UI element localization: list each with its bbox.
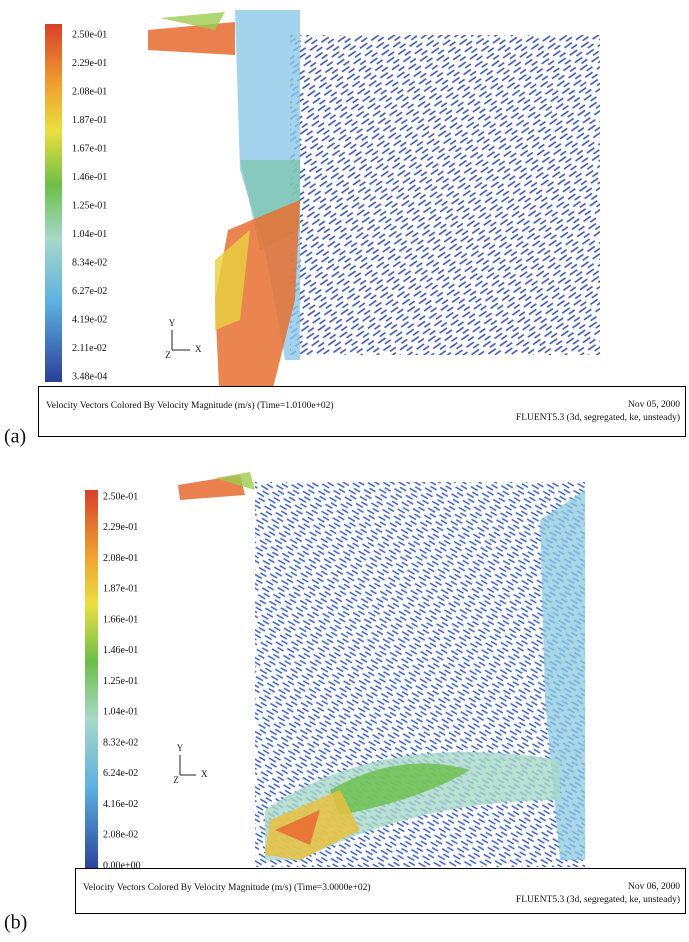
panel-tag: (a) [4,426,26,448]
vector-field-a [148,10,600,410]
date: Nov 05, 2000 [628,400,680,410]
colorbar-label: 8.34e-02 [72,257,107,268]
axis-label: Y [169,318,176,328]
solver: FLUENT5.3 (3d, segregated, ke, unsteady) [516,894,680,905]
colorbar [45,24,62,382]
colorbar-label: 1.87e-01 [72,115,107,126]
colorbar-label: 1.04e-01 [103,707,138,718]
colorbar-label: 1.46e-01 [103,645,138,656]
caption-box [38,386,686,437]
colorbar-label: 6.27e-02 [72,286,107,297]
colorbar-label: 2.11e-02 [72,343,107,354]
colorbar-label: 2.08e-02 [103,830,138,841]
colorbar-label: 1.67e-01 [72,143,107,154]
caption: Velocity Vectors Colored By Velocity Mag… [46,400,334,411]
colorbar-label: 2.08e-01 [72,86,107,97]
colorbar [85,490,98,872]
axis-label: X [195,344,202,354]
colorbar-label: 1.66e-01 [103,614,138,625]
vector-field-b [178,472,585,867]
colorbar-label: 4.19e-02 [72,314,107,325]
colorbar-label: 0.00e+00 [103,860,141,871]
colorbar-label: 1.25e-01 [72,200,107,211]
caption: Velocity Vectors Colored By Velocity Mag… [83,882,371,893]
date: Nov 06, 2000 [628,882,680,892]
solver: FLUENT5.3 (3d, segregated, ke, unsteady) [516,412,680,423]
colorbar-label: 1.87e-01 [103,584,138,595]
colorbar-label: 2.29e-01 [103,522,138,533]
colorbar-label: 1.04e-01 [72,229,107,240]
colorbar-label: 1.25e-01 [103,676,138,687]
axis-label: X [201,769,208,779]
colorbar-label: 2.29e-01 [72,58,107,69]
colorbar-label: 1.46e-01 [72,172,107,183]
colorbar-label: 3.48e-04 [72,371,107,382]
colorbar-label: 8.32e-02 [103,737,138,748]
caption-box [75,868,686,914]
colorbar-label: 2.50e-01 [72,29,107,40]
colorbar-label: 4.16e-02 [103,799,138,810]
colorbar-label: 2.50e-01 [103,491,138,502]
panel-tag: (b) [4,912,27,934]
axis-label: Z [165,350,171,360]
axis-label: Y [177,743,184,753]
colorbar-label: 6.24e-02 [103,768,138,779]
axis-triad [171,330,196,776]
colorbar-label: 2.08e-01 [103,553,138,564]
axis-label: Z [173,775,179,785]
